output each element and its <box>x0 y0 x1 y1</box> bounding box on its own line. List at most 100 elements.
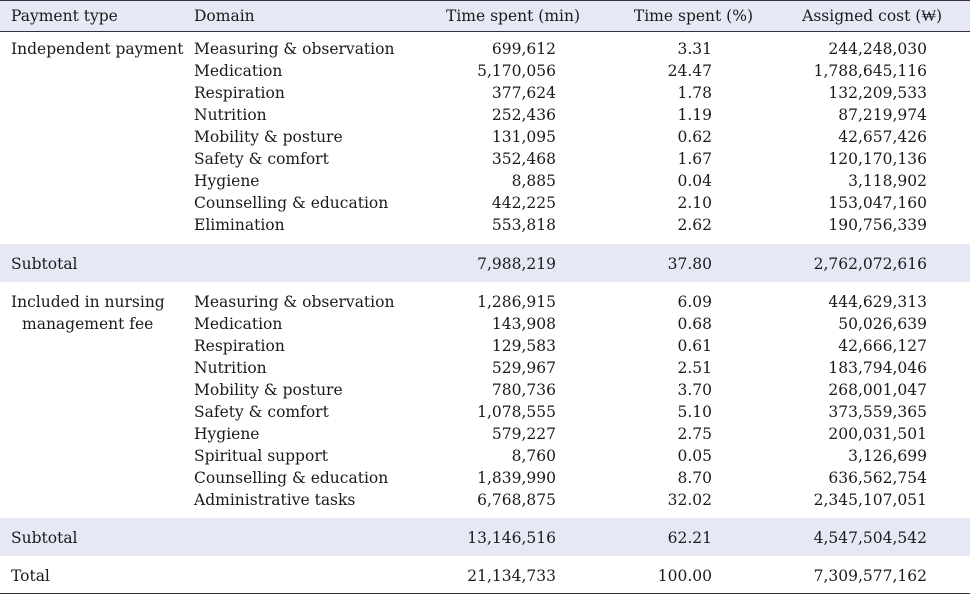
time-pct-cell: 1.67 <box>677 150 712 168</box>
cost-cell: 153,047,160 <box>828 194 927 212</box>
subtotal-label: Subtotal <box>11 255 78 273</box>
time-min-cell: 1,839,990 <box>477 469 556 487</box>
bottom-rule <box>0 593 970 594</box>
time-min-cell: 377,624 <box>491 84 556 102</box>
time-min-cell: 442,225 <box>491 194 556 212</box>
subtotal-cost: 4,547,504,542 <box>813 529 927 547</box>
time-pct-cell: 2.51 <box>677 359 712 377</box>
domain-cell: Respiration <box>194 337 285 355</box>
cost-cell: 1,788,645,116 <box>813 62 927 80</box>
subtotal-row-nursing-fee: Subtotal 13,146,516 62.21 4,547,504,542 <box>0 518 970 556</box>
time-min-cell: 579,227 <box>491 425 556 443</box>
cost-cell: 132,209,533 <box>828 84 927 102</box>
cost-cell: 244,248,030 <box>828 40 927 58</box>
domain-cell: Administrative tasks <box>194 491 356 509</box>
time-min-cell: 699,612 <box>491 40 556 58</box>
table-row: Counselling & education 442,225 2.10 153… <box>0 192 970 214</box>
domain-cell: Hygiene <box>194 172 260 190</box>
cost-cell: 183,794,046 <box>828 359 927 377</box>
subtotal-label: Subtotal <box>11 529 78 547</box>
cost-cell: 190,756,339 <box>828 216 927 234</box>
time-pct-cell: 0.04 <box>677 172 712 190</box>
domain-cell: Safety & comfort <box>194 150 329 168</box>
domain-cell: Measuring & observation <box>194 40 395 58</box>
header-assigned-cost: Assigned cost (₩) <box>802 7 942 25</box>
time-pct-cell: 2.10 <box>677 194 712 212</box>
table-row: Respiration 129,583 0.61 42,666,127 <box>0 335 970 357</box>
table-row: Hygiene 8,885 0.04 3,118,902 <box>0 170 970 192</box>
time-min-cell: 5,170,056 <box>477 62 556 80</box>
subtotal-time-min: 13,146,516 <box>467 529 556 547</box>
total-time-min: 21,134,733 <box>467 567 556 585</box>
time-pct-cell: 8.70 <box>677 469 712 487</box>
table-row: Mobility & posture 780,736 3.70 268,001,… <box>0 379 970 401</box>
time-min-cell: 780,736 <box>491 381 556 399</box>
total-row: Total 21,134,733 100.00 7,309,577,162 <box>0 565 970 587</box>
time-pct-cell: 32.02 <box>667 491 712 509</box>
time-pct-cell: 1.78 <box>677 84 712 102</box>
cost-cell: 42,666,127 <box>838 337 927 355</box>
cost-cell: 42,657,426 <box>838 128 927 146</box>
time-min-cell: 143,908 <box>491 315 556 333</box>
table-row: Safety & comfort 1,078,555 5.10 373,559,… <box>0 401 970 423</box>
total-time-pct: 100.00 <box>657 567 712 585</box>
time-min-cell: 553,818 <box>491 216 556 234</box>
cost-cell: 3,126,699 <box>848 447 927 465</box>
time-min-cell: 6,768,875 <box>477 491 556 509</box>
time-min-cell: 129,583 <box>491 337 556 355</box>
subtotal-time-pct: 62.21 <box>667 529 712 547</box>
domain-cell: Elimination <box>194 216 285 234</box>
group-label-independent: Independent payment <box>11 40 184 58</box>
domain-cell: Medication <box>194 62 283 80</box>
time-min-cell: 252,436 <box>491 106 556 124</box>
domain-cell: Measuring & observation <box>194 293 395 311</box>
cost-cell: 636,562,754 <box>828 469 927 487</box>
domain-cell: Hygiene <box>194 425 260 443</box>
table-row: Hygiene 579,227 2.75 200,031,501 <box>0 423 970 445</box>
header-payment-type: Payment type <box>11 7 118 25</box>
group-label-nursing-fee: Included in nursing <box>11 293 165 311</box>
time-pct-cell: 5.10 <box>677 403 712 421</box>
table-row: Mobility & posture 131,095 0.62 42,657,4… <box>0 126 970 148</box>
time-min-cell: 8,885 <box>511 172 556 190</box>
table-row: Administrative tasks 6,768,875 32.02 2,3… <box>0 489 970 511</box>
table-row: Medication 5,170,056 24.47 1,788,645,116 <box>0 60 970 82</box>
subtotal-time-min: 7,988,219 <box>477 255 556 273</box>
table-row: Nutrition 529,967 2.51 183,794,046 <box>0 357 970 379</box>
domain-cell: Counselling & education <box>194 194 389 212</box>
cost-cell: 2,345,107,051 <box>813 491 927 509</box>
domain-cell: Respiration <box>194 84 285 102</box>
domain-cell: Mobility & posture <box>194 381 343 399</box>
subtotal-row-independent: Subtotal 7,988,219 37.80 2,762,072,616 <box>0 244 970 282</box>
table-row: management fee Medication 143,908 0.68 5… <box>0 313 970 335</box>
header-time-min: Time spent (min) <box>445 7 580 25</box>
cost-cell: 120,170,136 <box>828 150 927 168</box>
cost-cell: 87,219,974 <box>838 106 927 124</box>
domain-cell: Nutrition <box>194 106 267 124</box>
table-row: Included in nursing Measuring & observat… <box>0 291 970 313</box>
table-row: Safety & comfort 352,468 1.67 120,170,13… <box>0 148 970 170</box>
table-row: Elimination 553,818 2.62 190,756,339 <box>0 214 970 236</box>
subtotal-cost: 2,762,072,616 <box>813 255 927 273</box>
table-row: Spiritual support 8,760 0.05 3,126,699 <box>0 445 970 467</box>
time-min-cell: 1,078,555 <box>477 403 556 421</box>
table-row: Nutrition 252,436 1.19 87,219,974 <box>0 104 970 126</box>
domain-cell: Safety & comfort <box>194 403 329 421</box>
header-domain: Domain <box>194 7 255 25</box>
domain-cell: Counselling & education <box>194 469 389 487</box>
cost-cell: 3,118,902 <box>848 172 927 190</box>
table-row: Independent payment Measuring & observat… <box>0 38 970 60</box>
domain-cell: Mobility & posture <box>194 128 343 146</box>
time-pct-cell: 3.70 <box>677 381 712 399</box>
table-header: Payment type Domain Time spent (min) Tim… <box>0 0 970 32</box>
time-min-cell: 8,760 <box>511 447 556 465</box>
header-time-pct: Time spent (%) <box>633 7 753 25</box>
time-pct-cell: 0.62 <box>677 128 712 146</box>
time-pct-cell: 24.47 <box>667 62 712 80</box>
cost-cell: 50,026,639 <box>838 315 927 333</box>
cost-cell: 373,559,365 <box>828 403 927 421</box>
table-row: Counselling & education 1,839,990 8.70 6… <box>0 467 970 489</box>
time-pct-cell: 3.31 <box>677 40 712 58</box>
total-cost: 7,309,577,162 <box>813 567 927 585</box>
